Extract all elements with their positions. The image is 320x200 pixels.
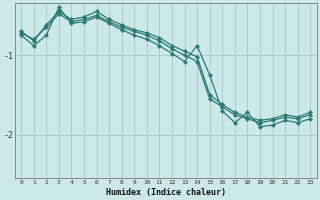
X-axis label: Humidex (Indice chaleur): Humidex (Indice chaleur) (106, 188, 226, 197)
